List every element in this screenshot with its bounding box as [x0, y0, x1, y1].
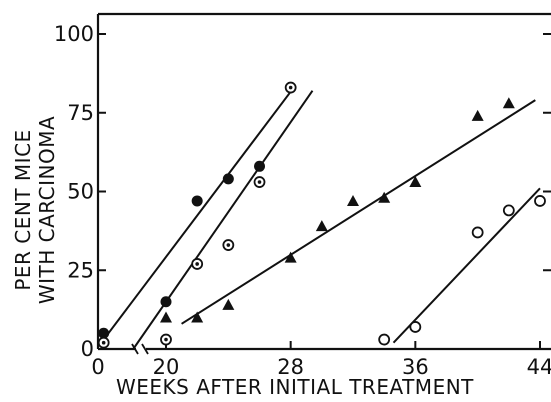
x-tick-label: 28 — [277, 355, 304, 379]
point-open-circle — [502, 204, 515, 217]
point-open-circle — [534, 195, 546, 207]
x-axis-title: WEEKS AFTER INITIAL TREATMENT — [116, 375, 474, 399]
fit-lines — [102, 86, 541, 350]
point-open-circle — [378, 333, 391, 346]
y-tick-label: 25 — [67, 258, 94, 282]
point-center — [164, 337, 168, 342]
x-tick-label: 20 — [153, 355, 180, 379]
fit-line-filled-triangle — [181, 99, 536, 325]
point-filled-triangle — [378, 191, 391, 203]
point-center — [288, 85, 293, 90]
point-dotted-circle — [160, 333, 172, 346]
point-dotted-circle — [97, 336, 110, 349]
point-dotted-circle — [191, 258, 204, 270]
fit-line-open-circle — [392, 187, 541, 344]
point-filled-circle — [160, 296, 172, 308]
y-tick-label: 100 — [54, 22, 94, 46]
point-dotted-circle — [253, 176, 266, 188]
y-axis-title-line-1: PER CENT MICE — [11, 129, 35, 290]
point-filled-circle — [191, 195, 203, 207]
point-center — [257, 180, 262, 184]
point-filled-circle — [98, 327, 110, 339]
y-tick-label: 0 — [81, 337, 94, 361]
x-axis-ticks: 0 20 28 36 44 — [91, 341, 551, 379]
x-tick-label: 36 — [402, 355, 429, 379]
y-tick-label: 75 — [67, 101, 94, 125]
x-tick-label: 0 — [91, 355, 104, 379]
point-filled-circle — [254, 160, 265, 172]
point-open-circle — [471, 226, 484, 239]
point-filled-triangle — [347, 194, 359, 206]
point-filled-triangle — [191, 311, 204, 323]
y-axis-ticks: 0 25 50 75 100 — [54, 22, 551, 361]
point-filled-triangle — [315, 220, 328, 232]
data-points — [97, 81, 546, 349]
point-filled-triangle — [222, 298, 235, 310]
y-axis-title-line-2: WITH CARCINOMA — [35, 116, 59, 304]
point-filled-triangle — [284, 251, 297, 263]
point-center — [101, 340, 106, 345]
point-filled-circle — [222, 173, 234, 185]
x-axis-break-mark — [131, 343, 149, 355]
x-tick-label: 44 — [527, 355, 551, 379]
y-axis-title: PER CENT MICE WITH CARCINOMA — [11, 116, 59, 304]
point-dotted-circle — [284, 81, 297, 94]
point-filled-triangle — [502, 97, 515, 109]
point-dotted-circle — [222, 239, 235, 251]
fit-line-filled-circle — [102, 86, 295, 341]
point-filled-triangle — [471, 109, 484, 121]
point-filled-triangle — [160, 311, 172, 323]
point-filled-triangle — [409, 176, 422, 188]
point-open-circle — [409, 321, 422, 333]
y-tick-label: 50 — [67, 180, 94, 204]
point-center — [226, 243, 231, 247]
point-center — [195, 262, 199, 266]
fit-line-dotted-circle — [132, 90, 314, 350]
plot-frame — [96, 12, 551, 355]
